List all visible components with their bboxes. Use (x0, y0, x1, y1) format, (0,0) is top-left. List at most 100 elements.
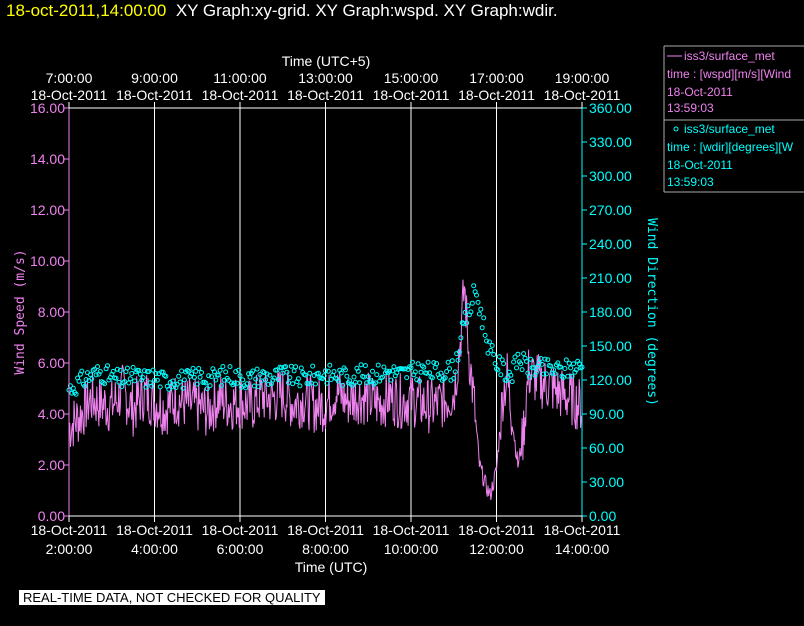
wdir-point (303, 372, 308, 378)
wdir-point (70, 385, 76, 391)
wdir-point (163, 373, 169, 379)
wdir-point (110, 368, 116, 374)
wdir-point (73, 391, 79, 397)
wdir-point (223, 369, 229, 375)
top-tick-time: 19:00:00 (555, 70, 610, 86)
wdir-point (293, 364, 299, 370)
wdir-point (321, 373, 327, 379)
wdir-point (283, 364, 289, 370)
right-tick-label: 300.00 (589, 168, 632, 184)
wdir-point (127, 376, 133, 382)
legend-wdir-line1: iss3/surface_met (684, 122, 775, 136)
wdir-point (179, 368, 185, 374)
wdir-point (408, 365, 414, 371)
wdir-point (519, 367, 525, 373)
top-tick-time: 15:00:00 (384, 70, 439, 86)
wdir-point (492, 361, 498, 367)
wdir-point (541, 371, 546, 377)
wdir-point (132, 378, 138, 384)
right-tick-label: 0.00 (589, 508, 616, 524)
wdir-point (444, 369, 450, 374)
wdir-point (124, 365, 130, 371)
bottom-tick-date: 18-Oct-2011 (373, 522, 450, 538)
wdir-point (474, 292, 479, 298)
wdir-point (243, 385, 249, 391)
wdir-point (350, 382, 356, 388)
wdir-point (476, 311, 482, 317)
wdir-point (287, 375, 293, 381)
top-axis-ticks: 7:00:0018-Oct-20119:00:0018-Oct-201111:0… (31, 70, 621, 108)
wdir-point (271, 375, 277, 381)
top-tick-time: 13:00:00 (298, 70, 353, 86)
wdir-point (566, 360, 572, 366)
wdir-point (442, 375, 448, 381)
bottom-tick-time: 12:00:00 (469, 541, 524, 557)
wdir-point (213, 377, 219, 383)
bottom-tick-date: 18-Oct-2011 (458, 522, 535, 538)
wdir-point (67, 383, 73, 389)
wdir-point (82, 383, 88, 389)
wdir-point (498, 372, 504, 378)
wdir-point (193, 368, 199, 374)
wdir-point (368, 378, 374, 384)
wdir-point (154, 377, 160, 383)
wdir-point (139, 377, 145, 383)
left-tick-label: 16.00 (30, 100, 65, 116)
wdir-point (475, 299, 481, 305)
right-tick-label: 120.00 (589, 372, 632, 388)
wdir-point (568, 365, 574, 371)
legend: iss3/surface_met time : [wspd][m/s][Wind… (663, 45, 804, 193)
wdir-point (486, 339, 492, 345)
wdir-point (323, 368, 328, 374)
wdir-point (226, 377, 232, 383)
wdir-point (515, 351, 521, 357)
wdir-point (197, 374, 203, 380)
wdir-point (465, 303, 471, 309)
right-tick-label: 90.00 (589, 406, 624, 422)
wdir-point (364, 380, 370, 386)
wdir-point (558, 364, 564, 370)
wdir-point (561, 374, 566, 380)
wdir-point (357, 380, 363, 386)
wdir-point (479, 325, 485, 331)
wdir-point (425, 359, 431, 365)
wdir-point (256, 384, 261, 390)
wdir-point (488, 348, 494, 353)
wdir-point (96, 371, 102, 377)
wdir-point (565, 373, 571, 379)
wdir-point (501, 361, 507, 367)
wdir-point (538, 356, 544, 361)
wdir-point (149, 383, 155, 389)
wdir-point (234, 380, 240, 386)
wdir-point (254, 366, 260, 372)
bottom-tick-time: 8:00:00 (302, 541, 349, 557)
wdir-point (421, 364, 427, 370)
wdir-point (461, 321, 467, 327)
left-axis-label: Wind Speed (m/s) (13, 249, 28, 374)
wdir-point (92, 366, 98, 372)
top-tick-date: 18-Oct-2011 (544, 87, 621, 103)
wdir-point (106, 377, 112, 383)
wdir-point (266, 381, 271, 387)
wdir-point (295, 376, 301, 382)
wdir-point (113, 375, 119, 381)
wdir-point (491, 352, 497, 357)
wdir-point (143, 384, 149, 390)
wdir-point (140, 375, 146, 381)
right-tick-label: 150.00 (589, 338, 632, 354)
bottom-tick-date: 18-Oct-2011 (202, 522, 279, 538)
wdir-point (291, 368, 297, 374)
right-tick-label: 30.00 (589, 474, 624, 490)
wdir-point (209, 374, 214, 380)
wdir-point (324, 380, 330, 386)
wdir-point (496, 354, 502, 360)
top-tick-time: 9:00:00 (131, 70, 178, 86)
wdir-point (478, 306, 484, 312)
wdir-point (216, 372, 222, 378)
wdir-point (521, 351, 527, 357)
wdir-point (514, 365, 519, 371)
wdir-point (362, 363, 368, 369)
top-tick-date: 18-Oct-2011 (202, 87, 279, 103)
bottom-tick-date: 18-Oct-2011 (544, 522, 621, 538)
wdir-point (438, 370, 444, 376)
